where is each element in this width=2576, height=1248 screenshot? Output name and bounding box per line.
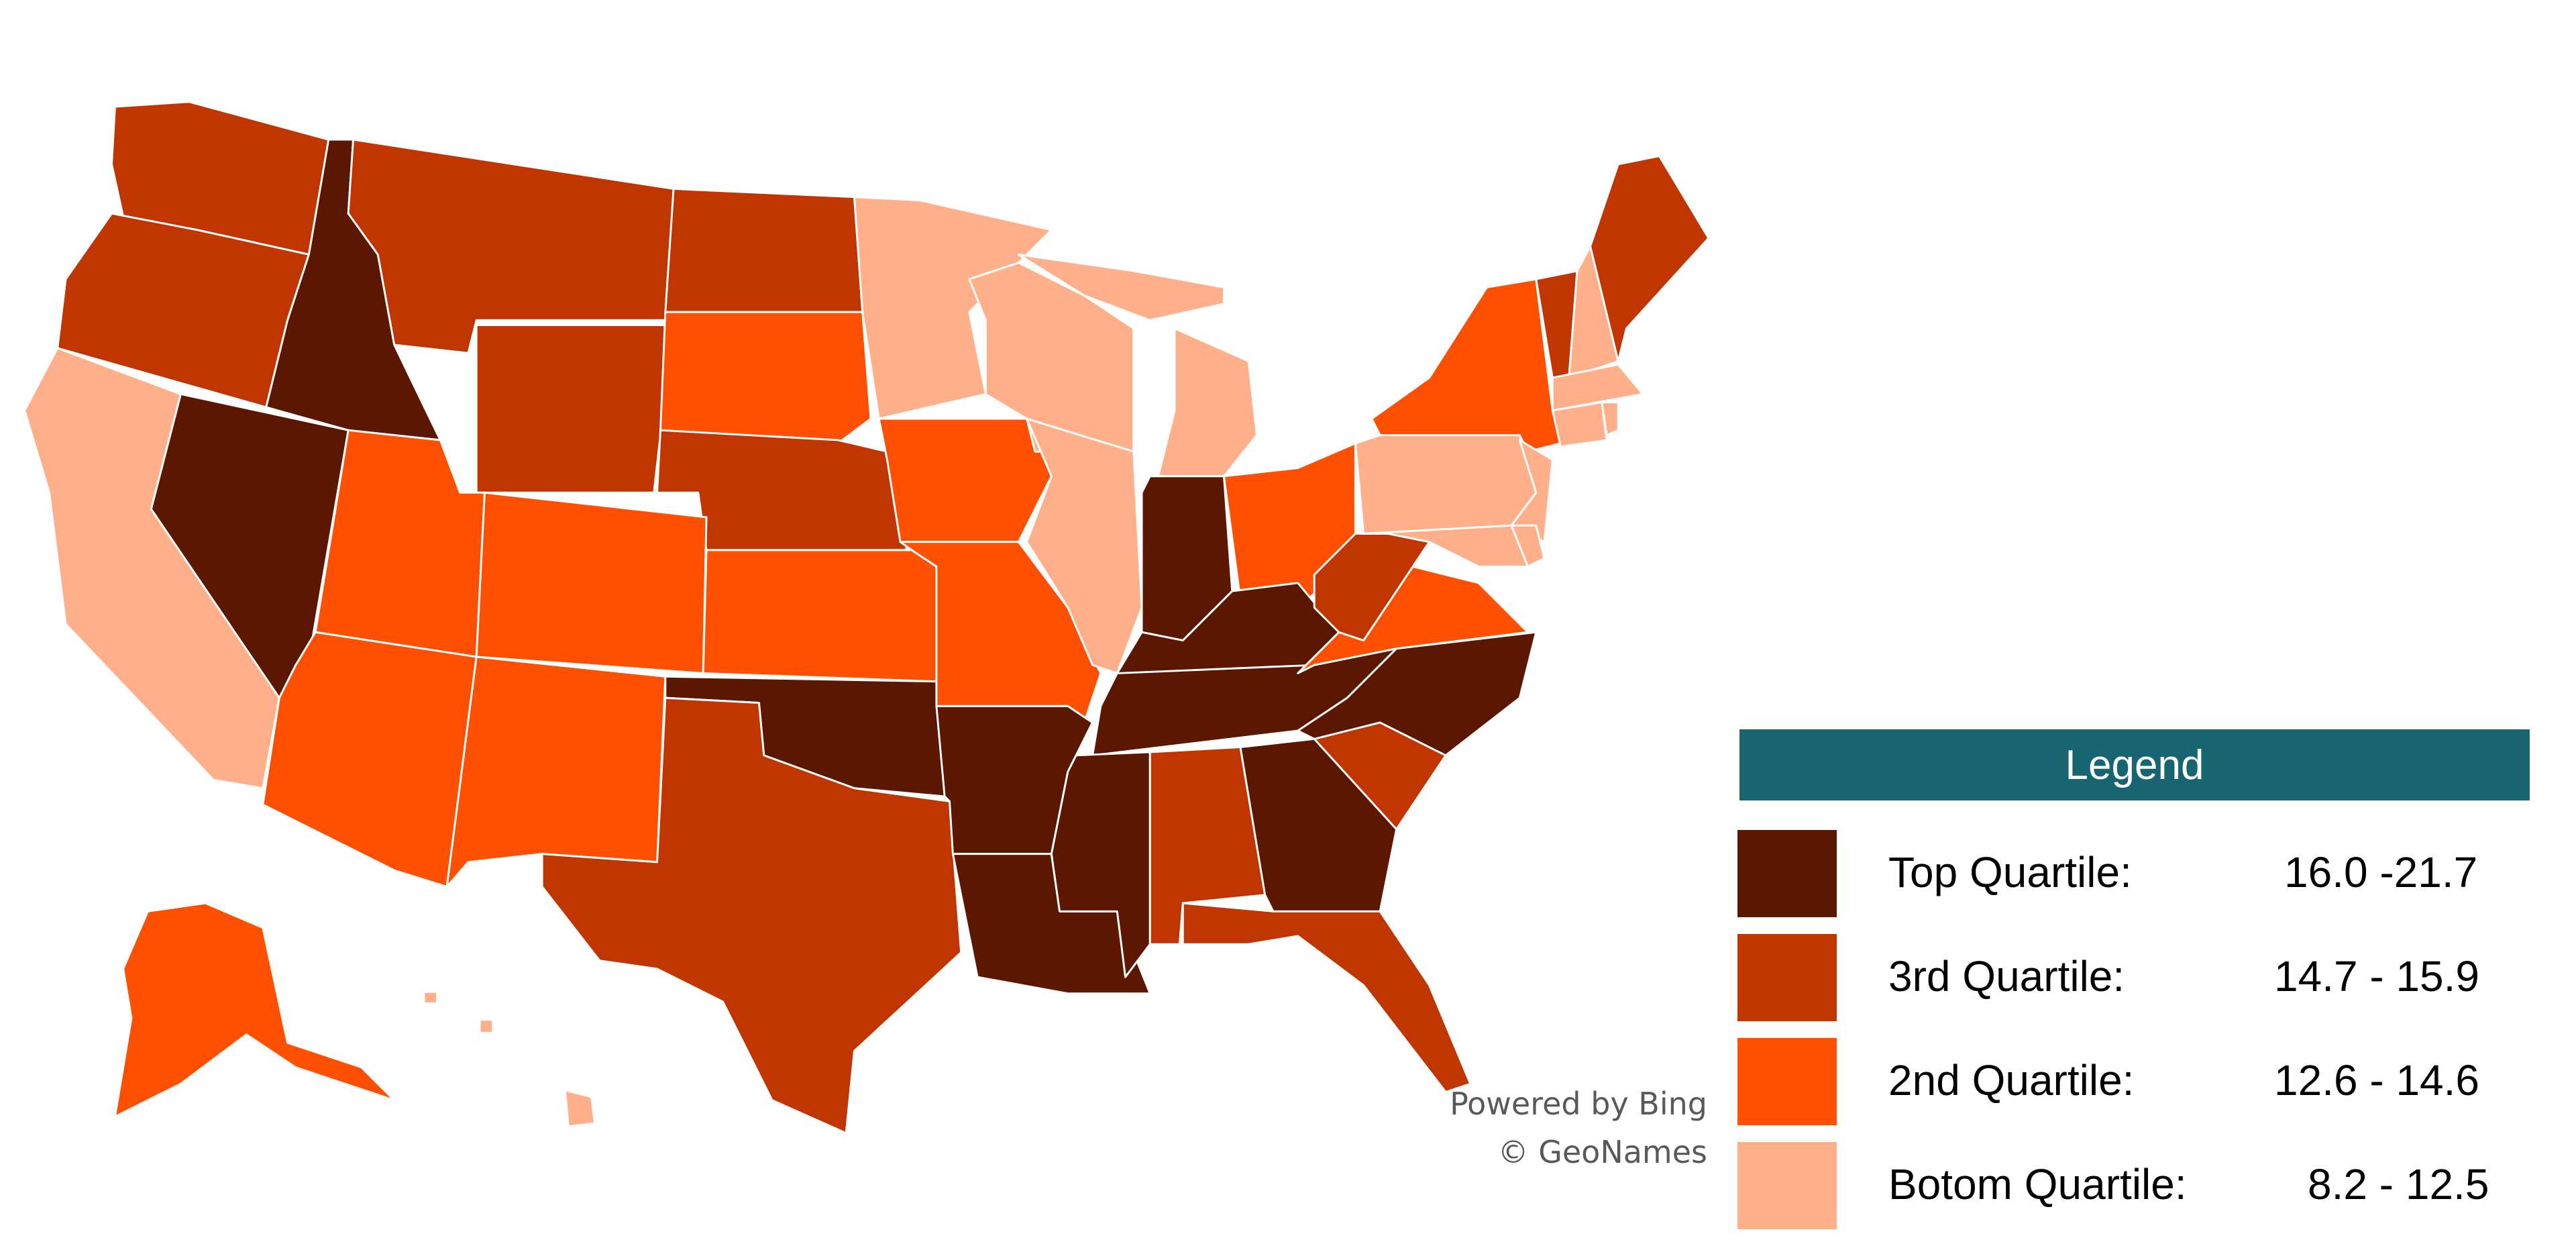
state-nc[interactable] [1297,631,1538,757]
state-il[interactable] [1026,417,1143,674]
legend-range: 16.0 -21.7 [2284,848,2478,896]
legend-range: 8.2 - 12.5 [2308,1160,2489,1208]
state-mt[interactable] [347,138,675,354]
state-de[interactable] [1510,524,1546,568]
state-mn[interactable] [853,196,1053,420]
state-az[interactable] [262,631,478,888]
state-ma[interactable] [1551,363,1644,412]
state-ny[interactable] [1371,278,1562,453]
state-hi[interactable] [423,990,596,1128]
state-nd[interactable] [664,187,864,313]
state-sd[interactable] [659,311,872,445]
state-co[interactable] [475,491,708,674]
legend-swatch [1737,1038,1837,1125]
legend-label: 3rd Quartile: [1888,952,2125,1000]
legend-label: Top Quartile: [1888,848,2132,896]
legend-range: 12.6 - 14.6 [2274,1056,2479,1104]
state-ri[interactable] [1601,401,1619,437]
legend-item-top-quartile: Top Quartile: 16.0 -21.7 [1737,830,2542,917]
legend-label: 2nd Quartile: [1888,1056,2135,1104]
state-ct[interactable] [1551,401,1608,448]
state-pa[interactable] [1354,434,1538,535]
legend-swatch [1737,1142,1837,1229]
attribution-geonames: © GeoNames [1497,1134,1707,1170]
legend-swatch [1737,934,1837,1021]
legend-range: 14.7 - 15.9 [2274,952,2479,1000]
legend-swatch [1737,830,1837,917]
state-ia[interactable] [877,417,1053,543]
attribution-bing: Powered by Bing [1450,1086,1707,1122]
state-wy[interactable] [475,324,667,494]
legend-item-2nd-quartile: 2nd Quartile: 12.6 - 14.6 [1737,1038,2542,1125]
legend-label: Botom Quartile: [1888,1160,2187,1208]
state-ak[interactable] [113,902,396,1118]
state-fl[interactable] [1181,902,1472,1093]
legend-title: Legend [1739,729,2530,800]
state-ks[interactable] [702,549,938,683]
state-nm[interactable] [445,656,667,888]
state-ca[interactable] [23,347,280,790]
legend-item-3rd-quartile: 3rd Quartile: 14.7 - 15.9 [1737,934,2542,1021]
state-me[interactable] [1589,155,1710,362]
legend-item-bottom-quartile: Botom Quartile: 8.2 - 12.5 [1737,1142,2542,1229]
state-tx[interactable] [541,696,963,1135]
